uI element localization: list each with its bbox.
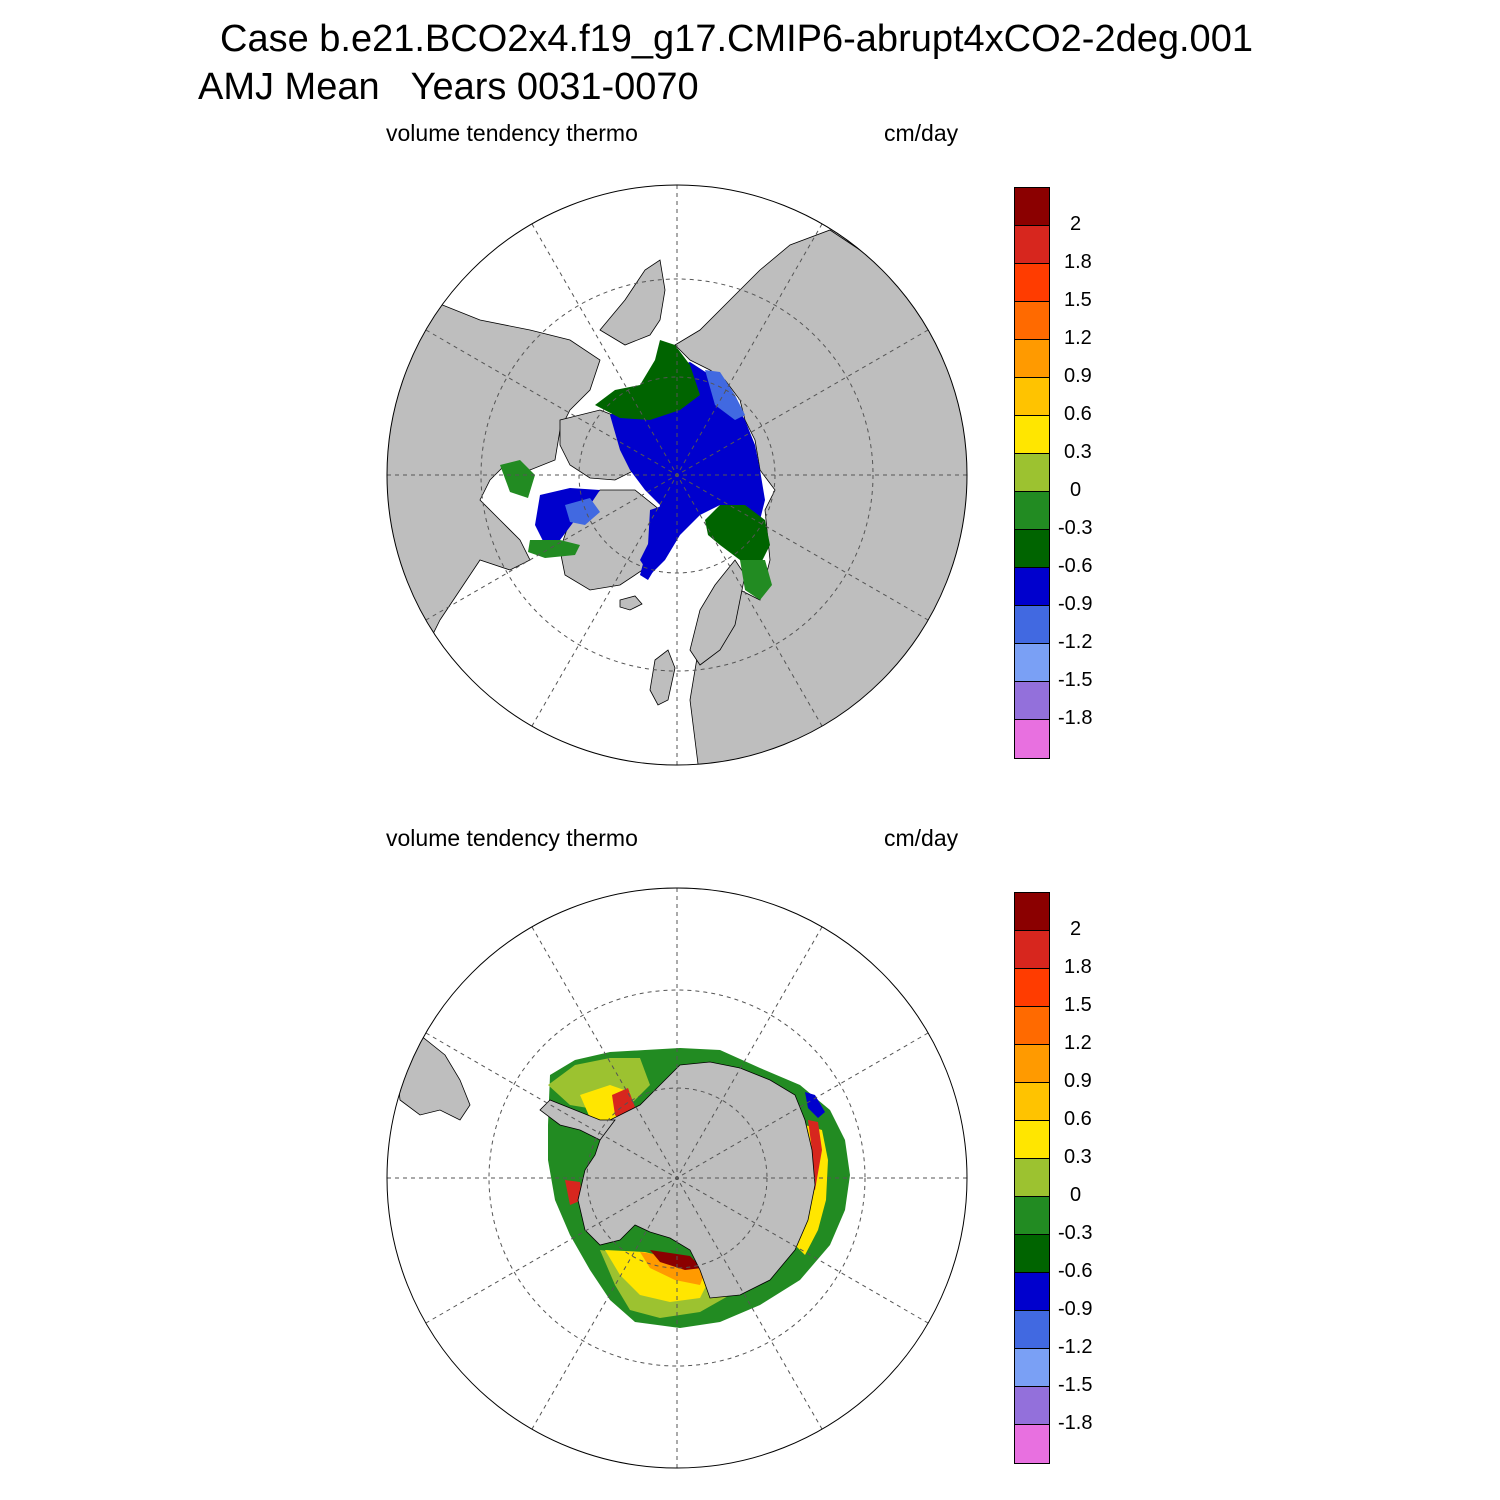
south-colorbar-swatch <box>1015 1159 1049 1197</box>
north-ice-labrador <box>528 540 580 558</box>
north-colorbar-swatch <box>1015 188 1049 226</box>
north-panel-variable-label: volume tendency thermo <box>386 120 638 146</box>
north-colorbar-tick-label: -1.8 <box>1058 707 1093 729</box>
south-colorbar-swatch <box>1015 893 1049 931</box>
north-colorbar-tick-label: 0.3 <box>1064 441 1092 463</box>
north-land-north-america <box>387 299 601 681</box>
north-colorbar <box>1014 187 1050 759</box>
north-colorbar-tick-label: -0.3 <box>1058 517 1093 539</box>
north-ice-east-greenland <box>640 505 670 580</box>
south-panel-variable-label: volume tendency thermo <box>386 825 638 851</box>
north-colorbar-swatch <box>1015 644 1049 682</box>
south-colorbar-tick-label: -0.6 <box>1058 1260 1093 1282</box>
north-colorbar-swatch <box>1015 226 1049 264</box>
figure-title: Case b.e21.BCO2x4.f19_g17.CMIP6-abrupt4x… <box>220 18 1253 60</box>
south-colorbar-tick-label: 0.3 <box>1064 1146 1092 1168</box>
north-colorbar-tick-label: 2 <box>1070 213 1082 235</box>
north-land-eurasia <box>674 229 967 765</box>
south-colorbar-tick-label: -0.9 <box>1058 1298 1093 1320</box>
north-gridlines <box>387 185 967 765</box>
south-ice-ross-darkred <box>650 1250 702 1270</box>
south-gridlines <box>387 888 967 1468</box>
north-colorbar-tick-label: -1.2 <box>1058 631 1093 653</box>
south-colorbar-swatch <box>1015 1425 1049 1463</box>
north-colorbar-swatch <box>1015 416 1049 454</box>
north-colorbar-tick-label: 1.5 <box>1064 289 1092 311</box>
north-colorbar-swatch <box>1015 454 1049 492</box>
south-colorbar-tick-label: -1.8 <box>1058 1412 1093 1434</box>
north-map-border <box>386 184 968 766</box>
north-colorbar-tick-label: -1.5 <box>1058 669 1093 691</box>
north-ice-pacific-sector <box>595 340 700 420</box>
south-colorbar-swatch <box>1015 1007 1049 1045</box>
south-ice-east-blue <box>805 1092 825 1118</box>
north-colorbar-swatch <box>1015 264 1049 302</box>
north-colorbar-tick-label: -0.6 <box>1058 555 1093 577</box>
south-ice-amundsen-red <box>565 1180 582 1205</box>
south-colorbar-swatch <box>1015 1273 1049 1311</box>
north-panel-units-label: cm/day <box>884 120 959 146</box>
north-colorbar-swatch <box>1015 302 1049 340</box>
south-colorbar-tick-label: 0 <box>1070 1184 1082 1206</box>
north-land-iceland <box>619 595 643 611</box>
south-colorbar-tick-label: 0.9 <box>1064 1070 1092 1092</box>
south-land-antarctica <box>577 1061 816 1299</box>
south-colorbar-swatch <box>1015 1387 1049 1425</box>
north-ice-barents-sector <box>705 505 770 565</box>
north-colorbar-swatch <box>1015 378 1049 416</box>
north-ice-barents-edge <box>740 560 772 600</box>
north-colorbar-tick-label: 1.8 <box>1064 251 1092 273</box>
south-colorbar-swatch <box>1015 1045 1049 1083</box>
south-colorbar-tick-label: -1.2 <box>1058 1336 1093 1358</box>
north-ice-baffin-light <box>565 498 600 525</box>
north-colorbar-swatch <box>1015 682 1049 720</box>
south-colorbar-swatch <box>1015 1311 1049 1349</box>
north-colorbar-tick-label: 0.6 <box>1064 403 1092 425</box>
south-colorbar <box>1014 892 1050 1464</box>
north-land-scandinavia <box>689 559 746 666</box>
north-land-alaska <box>599 259 666 346</box>
south-ice-ross-orange <box>640 1252 705 1285</box>
north-colorbar-tick-label: 0 <box>1070 479 1082 501</box>
north-land-british-isles <box>649 649 676 706</box>
south-colorbar-swatch <box>1015 1083 1049 1121</box>
north-ice-hudson-edge <box>500 460 535 498</box>
north-colorbar-swatch <box>1015 568 1049 606</box>
north-ice-laptev <box>705 370 745 420</box>
south-polar-map <box>386 887 968 1469</box>
south-colorbar-tick-label: 2 <box>1070 918 1082 940</box>
north-colorbar-swatch <box>1015 492 1049 530</box>
south-colorbar-tick-label: 0.6 <box>1064 1108 1092 1130</box>
north-colorbar-swatch <box>1015 606 1049 644</box>
south-map-border <box>386 887 968 1469</box>
south-colorbar-swatch <box>1015 1121 1049 1159</box>
north-colorbar-swatch <box>1015 530 1049 568</box>
south-colorbar-swatch <box>1015 969 1049 1007</box>
north-colorbar-swatch <box>1015 340 1049 378</box>
south-panel-units-label: cm/day <box>884 825 959 851</box>
north-polar-map <box>386 184 968 766</box>
north-colorbar-tick-label: 1.2 <box>1064 327 1092 349</box>
north-colorbar-tick-label: -0.9 <box>1058 593 1093 615</box>
south-colorbar-tick-label: 1.2 <box>1064 1032 1092 1054</box>
south-colorbar-tick-label: 1.5 <box>1064 994 1092 1016</box>
south-colorbar-swatch <box>1015 1197 1049 1235</box>
figure-subtitle: AMJ Mean Years 0031-0070 <box>198 66 699 108</box>
south-colorbar-tick-label: -1.5 <box>1058 1374 1093 1396</box>
south-colorbar-swatch <box>1015 1235 1049 1273</box>
south-colorbar-swatch <box>1015 931 1049 969</box>
south-colorbar-tick-label: -0.3 <box>1058 1222 1093 1244</box>
north-colorbar-tick-label: 0.9 <box>1064 365 1092 387</box>
south-colorbar-tick-label: 1.8 <box>1064 956 1092 978</box>
south-colorbar-swatch <box>1015 1349 1049 1387</box>
north-colorbar-swatch <box>1015 720 1049 758</box>
